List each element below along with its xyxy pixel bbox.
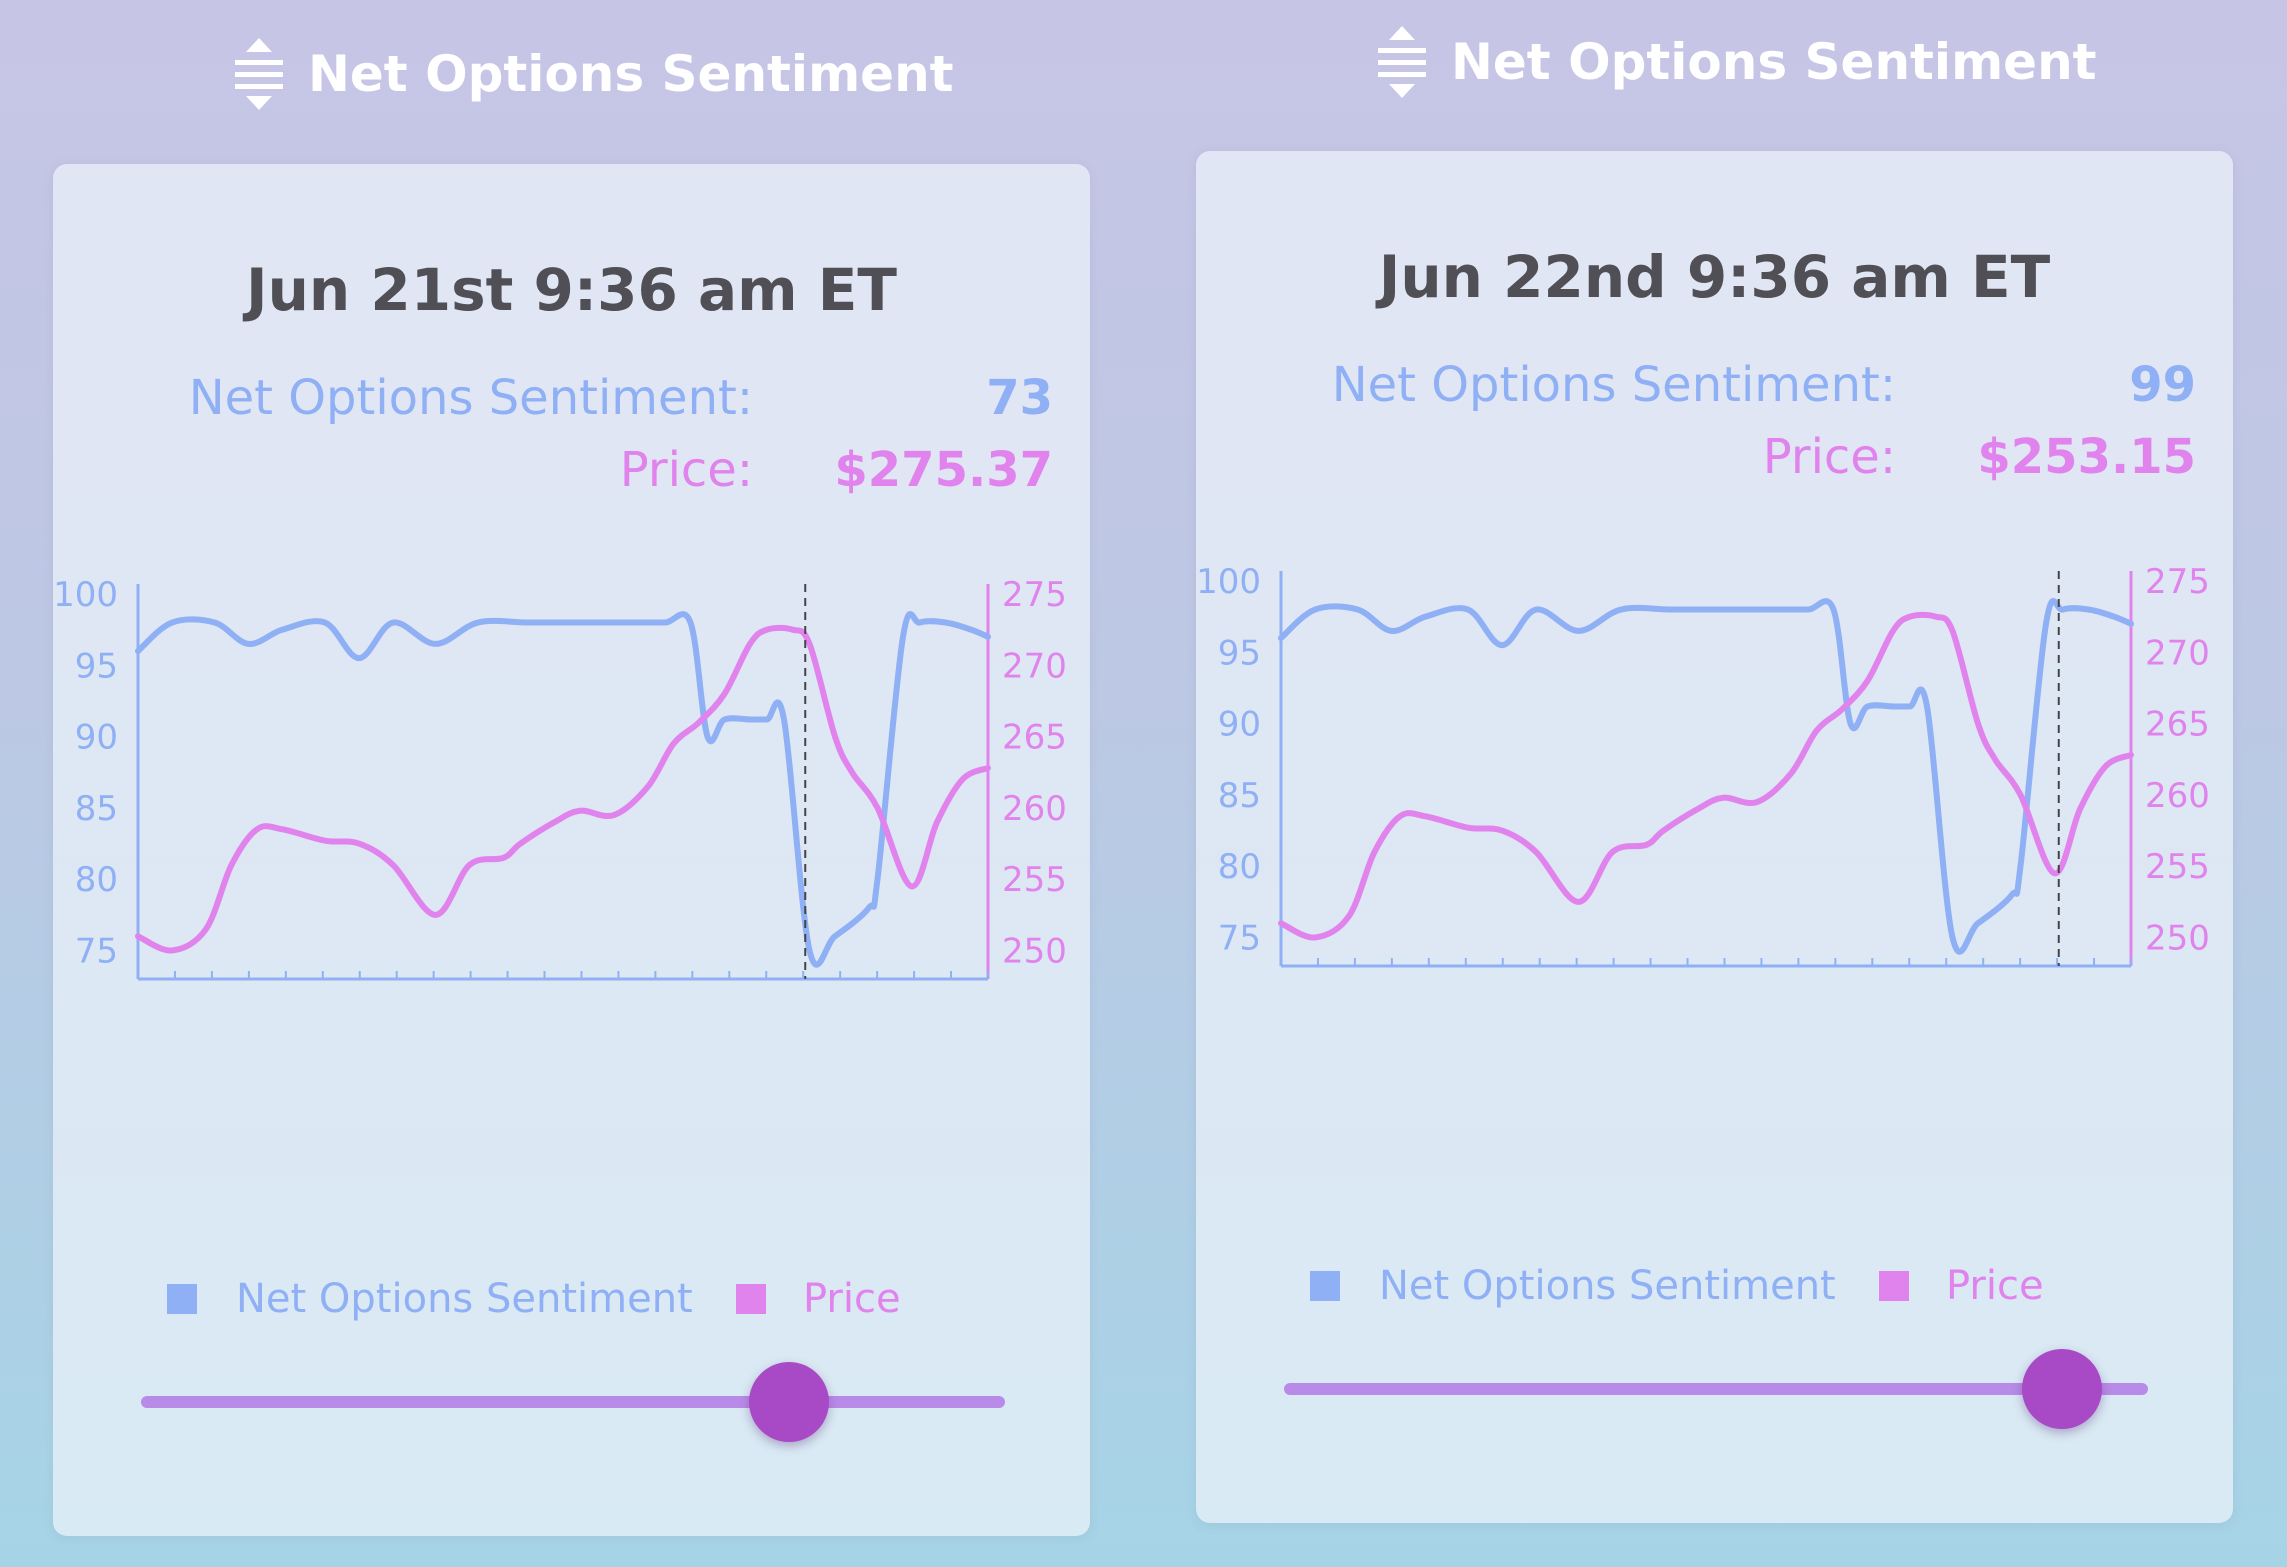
- legend-swatch-sentiment: [167, 1284, 197, 1314]
- sentiment-card: Jun 21st 9:36 am ET Net Options Sentimen…: [53, 164, 1090, 1536]
- left-tick-label: 80: [75, 860, 118, 900]
- sentiment-price-chart[interactable]: 1009590858075275270265260255250Jun 12Jun…: [53, 574, 1090, 994]
- right-tick-label: 250: [1002, 931, 1067, 971]
- left-tick-label: 75: [75, 931, 118, 971]
- sentiment-value: 99: [2129, 357, 2196, 413]
- legend-swatch-price: [1879, 1271, 1909, 1301]
- sort-arrows-icon: [235, 38, 283, 110]
- left-tick-label: 100: [1196, 562, 1261, 602]
- time-slider[interactable]: [141, 1396, 1005, 1408]
- right-tick-label: 265: [1002, 718, 1067, 758]
- panel-header[interactable]: Net Options Sentiment: [232, 34, 954, 114]
- legend-label-price[interactable]: Price: [1946, 1263, 2044, 1309]
- legend-label-price[interactable]: Price: [803, 1276, 901, 1322]
- price-value: $253.15: [1977, 429, 2196, 485]
- legend-swatch-sentiment: [1310, 1271, 1340, 1301]
- legend-label-sentiment[interactable]: Net Options Sentiment: [236, 1276, 693, 1322]
- price-series-line: [135, 624, 991, 954]
- right-tick-label: 270: [2145, 633, 2210, 673]
- left-tick-label: 95: [75, 646, 118, 686]
- right-tick-label: 275: [1002, 575, 1067, 615]
- right-tick-label: 255: [1002, 860, 1067, 900]
- legend-swatch-price: [736, 1284, 766, 1314]
- sentiment-series-line: [1278, 597, 2134, 955]
- sentiment-label: Net Options Sentiment:: [1331, 357, 1896, 413]
- left-tick-label: 100: [53, 575, 118, 615]
- time-slider[interactable]: [1284, 1383, 2148, 1395]
- left-tick-label: 85: [75, 789, 118, 829]
- timestamp-heading: Jun 21st 9:36 am ET: [246, 256, 897, 324]
- panel-title: Net Options Sentiment: [308, 45, 954, 103]
- left-tick-label: 90: [1218, 705, 1261, 745]
- price-label: Price:: [1762, 429, 1896, 485]
- right-tick-label: 265: [2145, 705, 2210, 745]
- right-tick-label: 270: [1002, 646, 1067, 686]
- right-tick-label: 275: [2145, 562, 2210, 602]
- slider-thumb[interactable]: [749, 1362, 829, 1442]
- price-value: $275.37: [834, 442, 1053, 498]
- price-label: Price:: [619, 442, 753, 498]
- panel-header[interactable]: Net Options Sentiment: [1375, 22, 2097, 102]
- left-tick-label: 95: [1218, 633, 1261, 673]
- sentiment-label: Net Options Sentiment:: [188, 370, 753, 426]
- left-tick-label: 90: [75, 718, 118, 758]
- left-tick-label: 85: [1218, 776, 1261, 816]
- right-tick-label: 255: [2145, 847, 2210, 887]
- price-series-line: [1278, 611, 2134, 941]
- right-tick-label: 260: [2145, 776, 2210, 816]
- left-tick-label: 80: [1218, 847, 1261, 887]
- legend-label-sentiment[interactable]: Net Options Sentiment: [1379, 1263, 1836, 1309]
- sentiment-series-line: [135, 610, 991, 968]
- left-tick-label: 75: [1218, 918, 1261, 958]
- slider-thumb[interactable]: [2021, 1349, 2102, 1429]
- sentiment-value: 73: [986, 370, 1053, 426]
- sentiment-price-chart[interactable]: 1009590858075275270265260255250Jun 12Jun…: [1196, 561, 2233, 981]
- panel-title: Net Options Sentiment: [1451, 33, 2097, 91]
- sort-arrows-icon: [1378, 26, 1426, 98]
- right-tick-label: 250: [2145, 918, 2210, 958]
- right-tick-label: 260: [1002, 789, 1067, 829]
- sentiment-card: Jun 22nd 9:36 am ET Net Options Sentimen…: [1196, 151, 2233, 1523]
- timestamp-heading: Jun 22nd 9:36 am ET: [1378, 243, 2051, 311]
